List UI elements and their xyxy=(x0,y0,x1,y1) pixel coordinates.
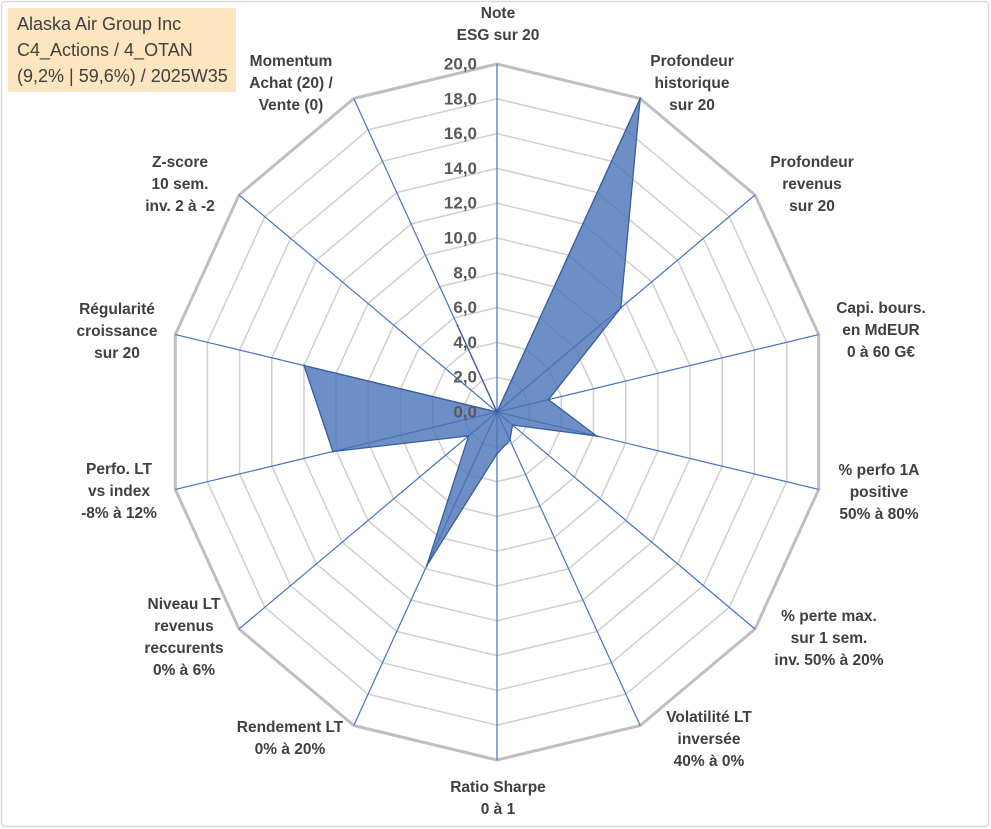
data-point-11 xyxy=(303,364,305,367)
category-label-1: Profondeur historique sur 20 xyxy=(650,53,734,114)
data-point-10 xyxy=(331,450,334,453)
category-label-6: Volatilité LT inversée 40% à 0% xyxy=(666,709,752,770)
data-point-13 xyxy=(456,324,459,327)
category-label-5-line-0: % perte max. xyxy=(781,608,877,625)
category-label-13-line-0: Momentum xyxy=(250,53,333,70)
category-label-10-line-0: Perfo. LT xyxy=(86,461,153,478)
category-label-13: Momentum Achat (20) / Vente (0) xyxy=(249,53,333,114)
tick-label-5: 10,0 xyxy=(444,228,477,247)
category-label-9-line-1: revenus xyxy=(154,618,213,635)
category-label-3-line-2: 0 à 60 G€ xyxy=(847,344,915,361)
category-label-7-line-0: Ratio Sharpe xyxy=(450,779,546,796)
data-series xyxy=(303,97,642,567)
category-label-6-line-1: inversée xyxy=(678,731,741,748)
category-label-12-line-2: inv. 2 à -2 xyxy=(145,198,215,215)
data-point-5 xyxy=(511,424,514,426)
category-label-4: % perfo 1A positive 50% à 80% xyxy=(839,462,920,523)
category-label-9: Niveau LT revenus reccurents 0% à 6% xyxy=(144,596,223,679)
category-label-4-line-2: 50% à 80% xyxy=(839,506,918,523)
data-point-8 xyxy=(425,564,428,567)
tick-label-6: 12,0 xyxy=(444,194,477,213)
data-point-4 xyxy=(595,435,598,437)
axis-line-3 xyxy=(496,334,819,413)
chart-title: Alaska Air Group Inc xyxy=(17,14,182,34)
category-label-3: Capi. bours. en MdEUR 0 à 60 G€ xyxy=(836,300,926,361)
category-label-7: Ratio Sharpe 0 à 1 xyxy=(450,779,546,818)
category-label-9-line-3: 0% à 6% xyxy=(153,662,215,679)
category-label-1-line-0: Profondeur xyxy=(650,53,734,70)
category-label-6-line-2: 40% à 0% xyxy=(674,753,745,770)
data-point-12 xyxy=(496,411,498,413)
category-label-1-line-2: sur 20 xyxy=(669,97,715,114)
category-label-11-line-2: sur 20 xyxy=(94,345,140,362)
category-label-11: Régularité croissance sur 20 xyxy=(77,301,158,362)
category-label-11-line-1: croissance xyxy=(77,323,158,340)
tick-label-0: 0,0 xyxy=(453,402,477,421)
category-label-5-line-1: sur 1 sem. xyxy=(791,630,868,647)
category-label-6-line-0: Volatilité LT xyxy=(666,709,752,726)
category-label-9-line-2: reccurents xyxy=(144,640,223,657)
category-label-12-line-0: Z-score xyxy=(152,154,208,171)
category-label-12-line-1: 10 sem. xyxy=(152,176,209,193)
category-label-4-line-0: % perfo 1A xyxy=(839,462,920,479)
data-point-9 xyxy=(467,434,470,437)
category-label-10: Perfo. LT vs index -8% à 12% xyxy=(81,461,157,522)
category-label-2: Profondeur revenus sur 20 xyxy=(770,154,854,215)
category-label-2-line-0: Profondeur xyxy=(770,154,854,171)
axis-line-12 xyxy=(238,194,498,413)
tick-label-7: 14,0 xyxy=(444,159,477,178)
axis-line-6 xyxy=(496,411,641,726)
tick-label-10: 20,0 xyxy=(444,54,477,73)
category-label-12: Z-score 10 sem. inv. 2 à -2 xyxy=(145,154,215,215)
category-label-13-line-1: Achat (20) / xyxy=(249,75,333,92)
category-label-7-line-1: 0 à 1 xyxy=(481,801,516,818)
category-label-8-line-0: Rendement LT xyxy=(237,719,344,736)
tick-label-8: 16,0 xyxy=(444,124,477,143)
data-point-1 xyxy=(639,97,642,100)
data-point-6 xyxy=(508,439,511,442)
category-label-9-line-0: Niveau LT xyxy=(148,596,221,613)
category-label-5-line-2: inv. 50% à 20% xyxy=(774,652,883,669)
category-label-0-line-1: ESG sur 20 xyxy=(457,27,540,44)
chart-subtitle-line-2: (9,2% | 59,6%) / 2025W35 xyxy=(17,66,228,86)
category-label-8-line-1: 0% à 20% xyxy=(255,741,326,758)
category-label-2-line-1: revenus xyxy=(782,176,841,193)
category-label-8: Rendement LT 0% à 20% xyxy=(237,719,344,758)
tick-label-2: 4,0 xyxy=(453,333,477,352)
category-label-0: Note ESG sur 20 xyxy=(457,5,540,44)
category-label-3-line-0: Capi. bours. xyxy=(836,300,926,317)
data-point-7 xyxy=(496,452,498,455)
chart-subtitle-line-1: C4_Actions / 4_OTAN xyxy=(17,40,193,60)
data-point-3 xyxy=(547,398,550,401)
tick-label-1: 2,0 xyxy=(453,368,477,387)
chart-title-box: Alaska Air Group Inc C4_Actions / 4_OTAN… xyxy=(8,8,236,92)
axis-line-9 xyxy=(238,411,498,630)
category-label-4-line-1: positive xyxy=(850,484,909,501)
category-label-11-line-0: Régularité xyxy=(79,301,155,318)
tick-label-9: 18,0 xyxy=(444,89,477,108)
category-label-2-line-2: sur 20 xyxy=(789,198,835,215)
category-labels: Note ESG sur 20 Profondeur historique sur 20… xyxy=(77,5,926,818)
axis-line-5 xyxy=(496,411,756,630)
category-label-13-line-2: Vente (0) xyxy=(259,97,324,114)
tick-labels: 0,0 2,0 4,0 6,0 8,0 10,0 12,0 14,0 16,0 18,0 20,0 xyxy=(444,54,477,421)
category-label-3-line-1: en MdEUR xyxy=(842,322,920,339)
category-label-0-line-0: Note xyxy=(481,5,516,22)
category-label-10-line-1: vs index xyxy=(88,483,150,500)
category-label-10-line-2: -8% à 12% xyxy=(81,505,157,522)
category-label-1-line-1: historique xyxy=(655,75,730,92)
category-label-5: % perte max. sur 1 sem. inv. 50% à 20% xyxy=(774,608,883,669)
tick-label-4: 8,0 xyxy=(453,263,477,282)
tick-label-3: 6,0 xyxy=(453,298,477,317)
data-point-2 xyxy=(619,306,622,309)
